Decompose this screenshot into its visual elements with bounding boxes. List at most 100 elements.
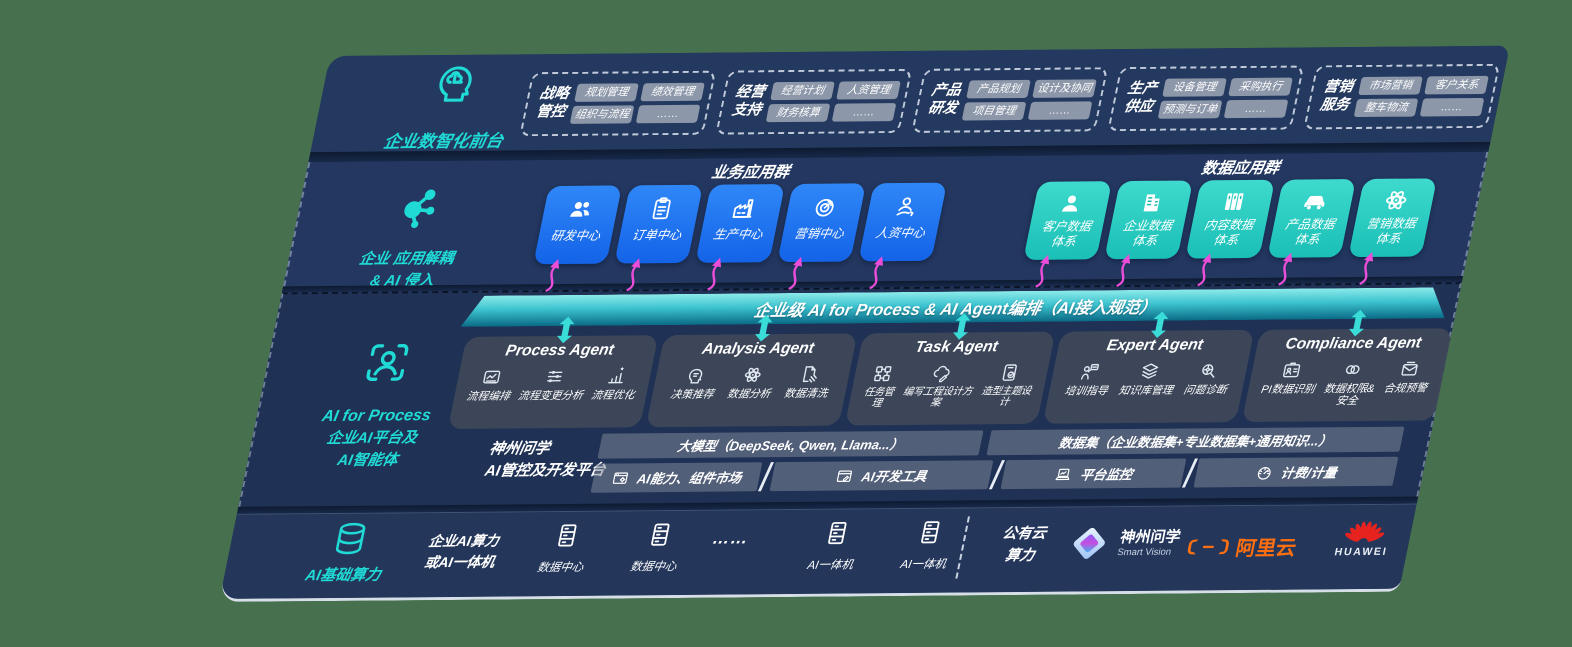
clipboard-icon	[646, 195, 679, 222]
agent-item-label: 培训指导	[1063, 385, 1109, 398]
smartvision-name: 神州问学	[1118, 528, 1183, 546]
hr-icon	[889, 193, 922, 220]
window-gear-icon	[610, 469, 632, 487]
agent-item-label: 数据权限& 安全	[1322, 382, 1376, 408]
trainer-icon	[1077, 361, 1102, 382]
sync-arrow	[1148, 311, 1172, 339]
front-office-label-block: 企业数智化前台	[346, 58, 555, 155]
front-group-item: 组织与流程	[569, 105, 635, 124]
agent-item: 数据权限& 安全	[1320, 359, 1380, 408]
head-chat-icon	[683, 365, 708, 386]
books-icon	[1217, 188, 1250, 215]
flow-arrow-magenta	[1271, 249, 1308, 286]
data-tile-label: 企业数据 体系	[1121, 218, 1174, 248]
public-cloud-label: 公有云 算力	[974, 524, 1069, 568]
front-group-item: 项目管理	[961, 101, 1027, 121]
gauge-icon	[1253, 463, 1275, 481]
sync-arrows	[283, 284, 1459, 344]
agent-cards: Process Agent 流程编排 流程变更分析 流程优化 Analysis Agen…	[447, 328, 1453, 429]
data-group-header: 数据应用群	[1199, 159, 1281, 178]
agent-item-label: 流程变更分析	[516, 389, 585, 403]
agent-item-label: 任务管理	[862, 387, 895, 410]
business-tile-label: 研发中心	[549, 228, 602, 244]
server-icon	[644, 521, 677, 548]
front-group-title: 战略 管控	[534, 86, 571, 121]
sync-arrow	[950, 312, 974, 340]
infra-ellipsis: ……	[711, 528, 751, 548]
model-bar: 大模型（DeepSeek, Qwen, Llama...）	[597, 430, 984, 459]
cloud-line1: 公有云	[1000, 525, 1048, 543]
agent-item-label: 数据清洗	[782, 387, 829, 401]
database-icon	[328, 520, 374, 558]
front-group-item: 财务核算	[765, 103, 831, 122]
front-group: 战略 管控 规划管理 绩效管理 组织与流程……	[519, 70, 717, 137]
server-icon	[914, 519, 947, 546]
data-tile: 内容数据 体系	[1185, 179, 1275, 259]
platform-cell: AI开发工具	[769, 460, 994, 492]
flow-arrows	[330, 46, 1510, 293]
agent-item: 培训指导	[1063, 361, 1114, 398]
front-group-item: 设计及协同	[1032, 79, 1097, 98]
agent-card: Expert Agent 培训指导 知识库管理 问题诊断	[1042, 329, 1255, 424]
aliyun-name: 阿里云	[1233, 537, 1299, 561]
agent-item: 数据分析	[726, 364, 777, 401]
front-group-items: 经营计划 人资管理 财务核算……	[765, 81, 901, 122]
front-group-title: 产品 研发	[926, 82, 963, 117]
agent-item: 决策推荐	[669, 365, 720, 402]
front-group-item: 经营计划	[770, 81, 835, 101]
brain-head-icon	[428, 59, 483, 105]
data-tile-label: 客户数据 体系	[1040, 219, 1093, 249]
agent-item: 流程变更分析	[517, 366, 589, 403]
cloud-pen-icon	[929, 363, 954, 384]
front-group-item: 预测与订单	[1157, 100, 1223, 119]
sync-arrow	[554, 316, 578, 344]
scan-person-icon	[357, 337, 417, 388]
agent-item: 问题诊断	[1182, 360, 1233, 397]
agent-item: 合规预警	[1382, 358, 1433, 395]
infra-node: 数据中心	[523, 522, 606, 576]
window-pen-icon	[834, 467, 856, 485]
front-group-items: 市场营销 客户关系 整车物流……	[1353, 76, 1489, 117]
building-icon	[1136, 189, 1169, 216]
sync-arrow	[752, 314, 776, 342]
platform-cell: AI能力、组件市场	[590, 462, 763, 493]
front-group: 产品 研发 产品规划 设计及协同 项目管理……	[911, 67, 1109, 133]
agent-card: Task Agent 任务管理 编写工程设计方案 造型主题设计	[844, 331, 1056, 426]
infra-node: AI一体机	[793, 519, 876, 573]
atom-icon	[1380, 187, 1413, 214]
ai-for-process-title: AI for Process 企业AI平台及 AI智能体	[275, 404, 469, 472]
cloud-line2: 算力	[1003, 547, 1037, 564]
front-group-item: 绩效管理	[640, 82, 705, 102]
compute-line1: 企业AI算力	[427, 532, 501, 550]
agent-item-label: 编写工程设计方案	[901, 386, 974, 410]
front-group-item: 采购执行	[1228, 77, 1293, 97]
atom-icon	[740, 364, 765, 385]
platform-cell-label: AI开发工具	[860, 468, 929, 485]
layers-icon	[1137, 361, 1162, 382]
clean-doc-icon	[797, 364, 822, 385]
huawei-logo: HUAWEI	[1322, 513, 1407, 559]
agent-item-label: 流程编排	[465, 390, 512, 403]
agent-item-label: 问题诊断	[1182, 384, 1229, 397]
laptop-chart-icon	[1053, 465, 1075, 483]
agent-title: Process Agent	[504, 341, 616, 360]
infra-node: 数据中心	[616, 521, 699, 575]
platform-row-models: 大模型（DeepSeek, Qwen, Llama...） 数据集（企业数据集+…	[597, 426, 1405, 459]
business-group-header: 业务应用群	[709, 163, 791, 182]
sync-arrow	[1346, 309, 1370, 337]
flow-chart-icon	[480, 366, 505, 387]
flow-arrow-magenta	[1109, 251, 1146, 288]
agent-title: Analysis Agent	[700, 339, 816, 358]
platform-cell-label: AI能力、组件市场	[635, 470, 743, 487]
front-group-item: 产品规划	[966, 80, 1031, 99]
tablet-check-icon	[997, 362, 1022, 383]
infra-node-label: AI一体机	[899, 558, 948, 572]
agent-title: Compliance Agent	[1283, 334, 1423, 353]
platform-rows: 大模型（DeepSeek, Qwen, Llama...） 数据集（企业数据集+…	[590, 426, 1405, 493]
front-group-items: 产品规划 设计及协同 项目管理……	[961, 79, 1097, 121]
app-decoupling-line1: 企业 应用解耦	[357, 249, 456, 268]
molecule-icon	[388, 183, 446, 232]
business-tile: 人资中心	[857, 182, 948, 262]
ai-for-process-label-block: AI for Process 企业AI平台及 AI智能体	[275, 337, 482, 473]
